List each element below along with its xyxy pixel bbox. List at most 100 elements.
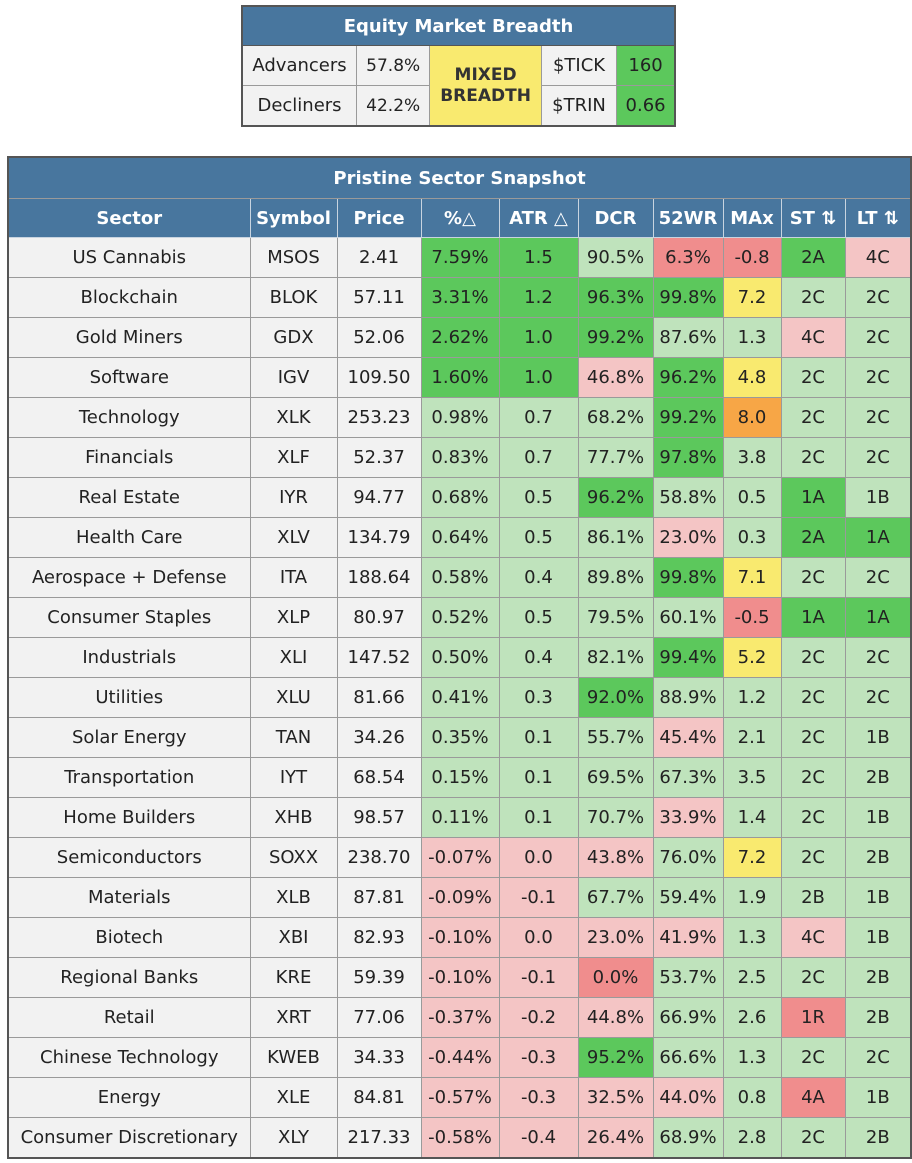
table-row: Solar Energy TAN 34.26 0.35% 0.1 55.7% 45.4% 2.… <box>7 717 912 758</box>
price-cell: 77.06 <box>336 997 422 1038</box>
price-cell: 52.37 <box>336 437 422 478</box>
pct-change-cell: 0.15% <box>420 757 500 798</box>
sector-cell: Solar Energy <box>7 717 251 758</box>
pct-change-cell: -0.10% <box>420 917 500 958</box>
max-cell: 7.1 <box>722 557 782 598</box>
atr-change-cell: 0.3 <box>498 677 579 718</box>
max-cell: -0.5 <box>722 597 782 638</box>
st-cell: 2C <box>780 277 846 318</box>
max-cell: 1.4 <box>722 797 782 838</box>
sector-cell: Semiconductors <box>7 837 251 878</box>
atr-change-cell: 0.0 <box>498 837 579 878</box>
pct-change-cell: 0.52% <box>420 597 500 638</box>
lt-cell: 2C <box>844 1037 912 1078</box>
52wr-cell: 88.9% <box>652 677 724 718</box>
price-cell: 109.50 <box>336 357 422 398</box>
symbol-cell: GDX <box>249 317 338 358</box>
atr-change-cell: -0.3 <box>498 1077 579 1118</box>
symbol-cell: XLF <box>249 437 338 478</box>
symbol-cell: XLV <box>249 517 338 558</box>
lt-cell: 4C <box>844 237 912 278</box>
advancers-value: 57.8% <box>356 45 431 86</box>
st-cell: 2B <box>780 877 846 918</box>
max-cell: 1.3 <box>722 1037 782 1078</box>
price-cell: 57.11 <box>336 277 422 318</box>
dcr-cell: 92.0% <box>577 677 654 718</box>
lt-cell: 2B <box>844 1117 912 1159</box>
atr-change-cell: 0.4 <box>498 637 579 678</box>
52wr-cell: 67.3% <box>652 757 724 798</box>
symbol-cell: KWEB <box>249 1037 338 1078</box>
atr-change-cell: 0.5 <box>498 477 579 518</box>
decliners-label: Decliners <box>241 85 358 127</box>
breadth-status-line2: BREADTH <box>440 85 531 106</box>
sector-snapshot-title: Pristine Sector Snapshot <box>7 156 912 199</box>
sector-cell: Utilities <box>7 677 251 718</box>
st-cell: 2C <box>780 357 846 398</box>
dcr-cell: 43.8% <box>577 837 654 878</box>
sector-cell: Gold Miners <box>7 317 251 358</box>
52wr-cell: 99.8% <box>652 277 724 318</box>
pct-change-cell: 0.50% <box>420 637 500 678</box>
lt-cell: 2C <box>844 357 912 398</box>
price-cell: 98.57 <box>336 797 422 838</box>
atr-change-cell: 1.5 <box>498 237 579 278</box>
pct-change-cell: 0.11% <box>420 797 500 838</box>
price-cell: 188.64 <box>336 557 422 598</box>
max-cell: 2.8 <box>722 1117 782 1159</box>
table-row: Consumer Staples XLP 80.97 0.52% 0.5 79.5% 60.… <box>7 597 912 638</box>
st-cell: 1R <box>780 997 846 1038</box>
symbol-cell: XLP <box>249 597 338 638</box>
table-row: US Cannabis MSOS 2.41 7.59% 1.5 90.5% 6.3% -0.8… <box>7 237 912 278</box>
atr-change-cell: -0.1 <box>498 877 579 918</box>
lt-cell: 2B <box>844 837 912 878</box>
st-cell: 4C <box>780 317 846 358</box>
table-row: Biotech XBI 82.93 -0.10% 0.0 23.0% 41.9% 1.3 4C 1… <box>7 917 912 958</box>
atr-change-cell: 0.4 <box>498 557 579 598</box>
sector-snapshot-table: Pristine Sector Snapshot Sector Symbol P… <box>7 156 912 1159</box>
pct-change-cell: -0.09% <box>420 877 500 918</box>
symbol-cell: BLOK <box>249 277 338 318</box>
price-cell: 87.81 <box>336 877 422 918</box>
lt-cell: 1B <box>844 1077 912 1118</box>
table-row: Industrials XLI 147.52 0.50% 0.4 82.1% 99.4% 5.… <box>7 637 912 678</box>
equity-market-breadth-table: Equity Market Breadth Advancers 57.8% MI… <box>241 5 676 127</box>
st-cell: 1A <box>780 477 846 518</box>
col-header-atr-change: ATR △ <box>498 198 579 238</box>
lt-cell: 2C <box>844 677 912 718</box>
sector-cell: US Cannabis <box>7 237 251 278</box>
max-cell: 2.5 <box>722 957 782 998</box>
dcr-cell: 90.5% <box>577 237 654 278</box>
dcr-cell: 55.7% <box>577 717 654 758</box>
price-cell: 68.54 <box>336 757 422 798</box>
max-cell: 3.5 <box>722 757 782 798</box>
52wr-cell: 23.0% <box>652 517 724 558</box>
table-row: Chinese Technology KWEB 34.33 -0.44% -0.3 95.… <box>7 1037 912 1078</box>
table-row: Gold Miners GDX 52.06 2.62% 1.0 99.2% 87.6% 1.3… <box>7 317 912 358</box>
sector-cell: Biotech <box>7 917 251 958</box>
symbol-cell: XLI <box>249 637 338 678</box>
lt-cell: 2C <box>844 277 912 318</box>
tick-label: $TICK <box>540 45 618 86</box>
table-row: Home Builders XHB 98.57 0.11% 0.1 70.7% 33.9% 1… <box>7 797 912 838</box>
symbol-cell: XLB <box>249 877 338 918</box>
sector-cell: Regional Banks <box>7 957 251 998</box>
symbol-cell: SOXX <box>249 837 338 878</box>
dcr-cell: 44.8% <box>577 997 654 1038</box>
atr-change-cell: 0.1 <box>498 757 579 798</box>
sector-cell: Blockchain <box>7 277 251 318</box>
price-cell: 59.39 <box>336 957 422 998</box>
table-row: Retail XRT 77.06 -0.37% -0.2 44.8% 66.9% 2.6 1R 2… <box>7 997 912 1038</box>
trin-value: 0.66 <box>616 85 676 127</box>
col-header-pct-change: %△ <box>420 198 500 238</box>
max-cell: 4.8 <box>722 357 782 398</box>
lt-cell: 2C <box>844 317 912 358</box>
st-cell: 2C <box>780 757 846 798</box>
max-cell: 0.5 <box>722 477 782 518</box>
lt-cell: 2C <box>844 637 912 678</box>
price-cell: 238.70 <box>336 837 422 878</box>
price-cell: 2.41 <box>336 237 422 278</box>
pct-change-cell: 0.98% <box>420 397 500 438</box>
max-cell: 2.1 <box>722 717 782 758</box>
symbol-cell: XHB <box>249 797 338 838</box>
